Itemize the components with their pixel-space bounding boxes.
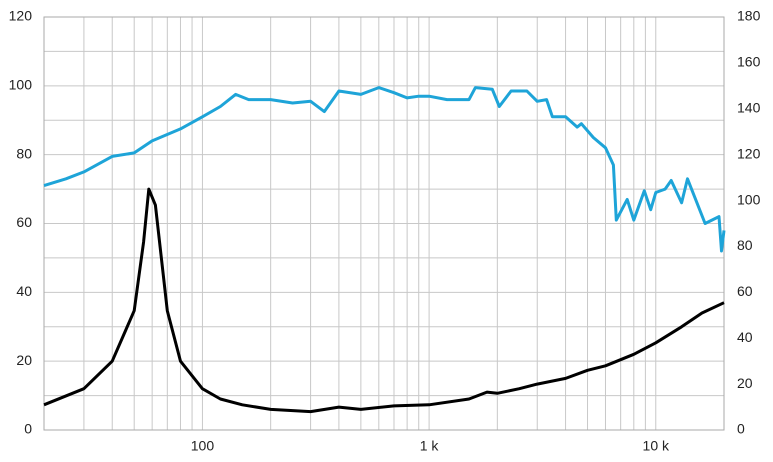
- y2-tick-label: 140: [737, 99, 761, 115]
- y2-tick-label: 180: [737, 8, 761, 24]
- plot-frame: [43, 16, 725, 431]
- y2-tick-label: 40: [737, 329, 753, 345]
- y-tick-label: 20: [16, 352, 32, 368]
- series-line: [43, 86, 726, 253]
- x-tick-label: 1 k: [420, 438, 440, 454]
- y2-tick-label: 20: [737, 375, 753, 391]
- y2-tick-label: 0: [737, 421, 745, 437]
- y-tick-label: 120: [9, 8, 33, 24]
- y2-tick-label: 80: [737, 237, 753, 253]
- y-tick-label: 80: [16, 145, 32, 161]
- y2-tick-label: 120: [737, 145, 761, 161]
- y2-tick-label: 60: [737, 283, 753, 299]
- y-tick-label: 0: [24, 421, 32, 437]
- y-tick-label: 60: [16, 214, 32, 230]
- y-tick-label: 40: [16, 283, 32, 299]
- y2-tick-label: 160: [737, 54, 761, 70]
- x-tick-label: 100: [191, 438, 215, 454]
- y-tick-label: 100: [9, 77, 33, 93]
- series-line: [43, 187, 725, 414]
- y2-tick-label: 100: [737, 191, 761, 207]
- x-tick-label: 10 k: [643, 438, 670, 454]
